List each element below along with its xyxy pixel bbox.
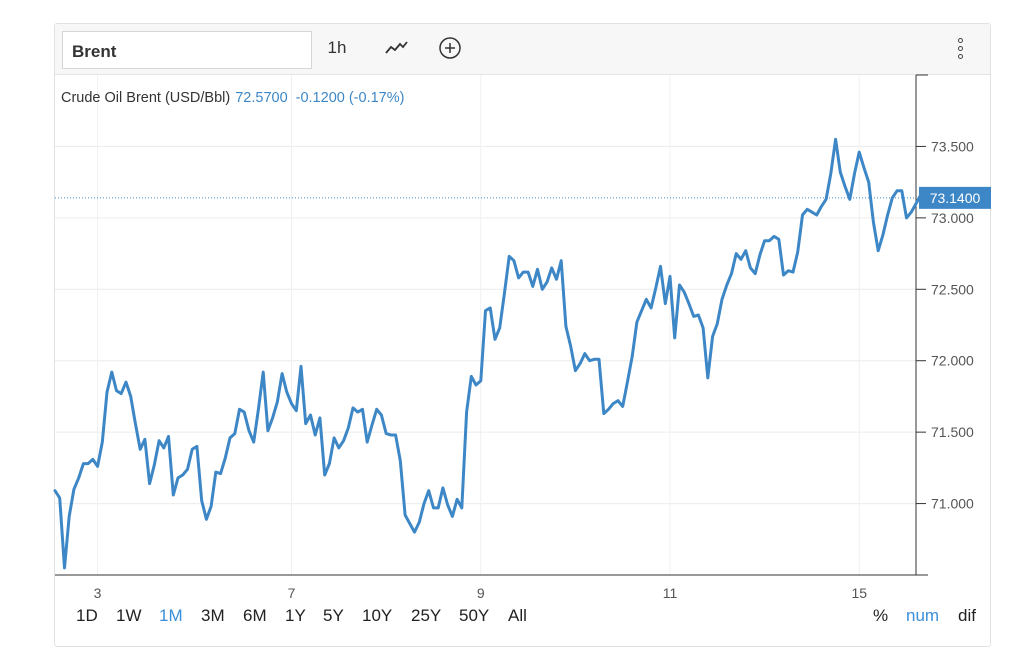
range-6m[interactable]: 6M: [243, 606, 267, 625]
y-tick-label: 73.000: [931, 210, 974, 226]
chart-type-button[interactable]: [381, 35, 411, 61]
symbol-input[interactable]: Brent: [62, 31, 312, 69]
legend-value: 72.5700: [235, 90, 287, 106]
last-price-label: 73.1400: [930, 190, 981, 206]
last-price-badge: [919, 186, 991, 209]
y-tick-label: 71.500: [931, 424, 974, 440]
line-chart-icon: [385, 41, 408, 54]
range-1m[interactable]: 1M: [159, 606, 183, 625]
chart-toolbar: Brent 1h: [55, 24, 990, 75]
range-5y[interactable]: 5Y: [323, 606, 344, 625]
range-50y[interactable]: 50Y: [459, 606, 490, 625]
legend-name: Crude Oil Brent (USD/Bbl): [61, 90, 230, 106]
range-bar: 1D 1W 1M 3M 6M 1Y 5Y 10Y 25Y 50Y All % n…: [55, 606, 990, 636]
range-1w[interactable]: 1W: [116, 606, 142, 625]
x-tick-label: 3: [94, 585, 102, 601]
y-tick-label: 73.500: [931, 138, 974, 154]
legend-label: Crude Oil Brent (USD/Bbl) 72.5700 -0.1200 …: [61, 90, 404, 106]
x-tick-label: 15: [851, 585, 867, 601]
plus-circle-icon: [439, 37, 461, 59]
chart-widget: Brent 1h 1D 1W 1M 3M 6M 1Y 5Y 10Y 25Y 50…: [54, 23, 991, 647]
x-tick-label: 11: [663, 585, 678, 601]
mode-num[interactable]: num: [906, 606, 940, 625]
add-indicator-button[interactable]: [435, 35, 465, 61]
range-25y[interactable]: 25Y: [411, 606, 442, 625]
range-3m[interactable]: 3M: [201, 606, 225, 625]
x-tick-label: 9: [477, 585, 485, 601]
mode-dif[interactable]: dif: [958, 606, 976, 625]
vertical-dots-icon: [958, 38, 963, 43]
range-1d[interactable]: 1D: [76, 606, 98, 625]
legend-change: -0.1200 (-0.17%): [296, 90, 405, 106]
y-tick-label: 72.000: [931, 353, 974, 369]
y-tick-label: 71.000: [931, 496, 974, 512]
range-10y[interactable]: 10Y: [362, 606, 393, 625]
menu-button[interactable]: [958, 38, 966, 64]
range-1y[interactable]: 1Y: [285, 606, 306, 625]
x-tick-label: 7: [288, 585, 296, 601]
range-all[interactable]: All: [508, 606, 527, 625]
price-series-line: [53, 137, 932, 570]
mode-percent[interactable]: %: [873, 606, 889, 625]
interval-button[interactable]: 1h: [327, 38, 347, 57]
y-tick-label: 72.500: [931, 281, 974, 297]
